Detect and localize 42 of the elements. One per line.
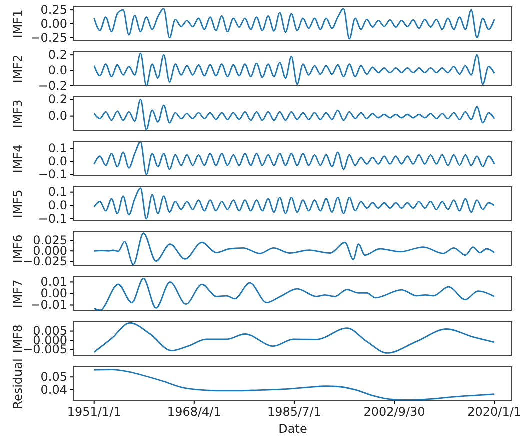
y-axis-title: IMF5 — [11, 190, 25, 218]
x-tick-label: 1951/1/1 — [67, 405, 122, 420]
line-series — [94, 232, 496, 266]
x-axis-title: Date — [278, 422, 308, 436]
line-series — [94, 52, 496, 87]
x-tick-label: 1985/7/1 — [267, 405, 322, 420]
line-series — [94, 369, 496, 401]
y-axis-title: IMF7 — [11, 280, 25, 308]
y-tick-label: 0.0 — [48, 63, 68, 78]
line-series — [94, 188, 496, 220]
y-tick-label: 0.1 — [48, 141, 68, 156]
y-tick-label: −0.25 — [30, 30, 68, 45]
y-axis-title: IMF2 — [11, 54, 25, 84]
y-tick-label: 0.0 — [48, 109, 68, 124]
y-tick-label: 0.0 — [48, 154, 68, 168]
y-tick-label: 0.2 — [48, 92, 68, 106]
line-series — [94, 278, 496, 312]
y-axis-title: IMF3 — [11, 100, 25, 128]
y-tick-label: 0.00 — [40, 16, 68, 31]
y-tick-label: −0.2 — [38, 78, 68, 93]
y-tick-label: 0.1 — [48, 185, 68, 200]
x-tick-label: 2002/9/30 — [364, 405, 426, 420]
y-tick-label: 0.04 — [40, 382, 68, 397]
y-tick-label: 0.05 — [40, 370, 68, 384]
y-axis-title: Residual — [11, 358, 25, 410]
line-series — [94, 8, 496, 40]
y-tick-label: 0.2 — [48, 48, 68, 62]
line-series — [94, 98, 496, 130]
line-series — [94, 141, 496, 176]
y-tick-label: −0.01 — [30, 298, 68, 312]
y-axis-title: IMF4 — [11, 144, 25, 174]
y-tick-label: −0.1 — [38, 212, 68, 226]
y-tick-label: 0.25 — [40, 2, 68, 17]
y-axis-title: IMF6 — [11, 234, 25, 264]
y-axis-title: IMF8 — [11, 324, 25, 354]
y-tick-label: 0.00 — [40, 286, 68, 301]
line-series — [94, 322, 496, 354]
y-tick-label: 0.01 — [40, 275, 68, 290]
y-tick-label: −0.1 — [38, 168, 68, 182]
x-tick-label: 1968/4/1 — [167, 405, 222, 420]
y-tick-label: 0.0 — [48, 198, 68, 213]
y-axis-title: IMF1 — [11, 10, 25, 38]
